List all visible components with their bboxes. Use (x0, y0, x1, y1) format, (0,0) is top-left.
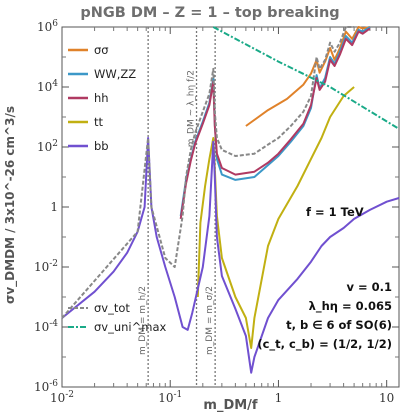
legend-label: WW,ZZ (94, 67, 136, 81)
annotations: f = 1 TeV v = 0.1 λ_hη = 0.065 t, b ∈ 6 of … (257, 205, 392, 352)
x-tick-label: 10-2 (50, 390, 74, 405)
y-axis-label: σv_DMDM / 3x10^-26 cm^3/s (3, 106, 18, 304)
f-annotation: f = 1 TeV (306, 205, 364, 219)
y-tick-label: 10-6 (34, 379, 58, 394)
y-tick-label: 10-4 (34, 319, 58, 334)
param-annotation: (c_t, c_b) = (1/2, 1/2) (257, 337, 392, 352)
series-line (179, 27, 371, 220)
legend: σσ WW,ZZ hh tt bb (68, 43, 136, 153)
legend-label: σv_uni^max (94, 320, 167, 334)
series-line (179, 26, 371, 217)
legend-bottom: σv_tot σv_uni^max (68, 301, 167, 334)
y-tick-label: 1 (50, 200, 58, 214)
y-tick-label: 106 (37, 19, 58, 34)
x-axis-label: m_DM/f (203, 398, 258, 413)
param-annotation: t, b ∈ 6 of SO(6) (286, 318, 392, 332)
y-tick-label: 10-2 (34, 259, 58, 274)
legend-label: bb (94, 139, 109, 153)
axis-ticks: 10-2 10-1 1 10 10-6 10-4 10-2 1 102 104 106 (34, 19, 399, 405)
param-annotation: v = 0.1 (346, 280, 392, 294)
series-line (61, 137, 400, 374)
series-line (212, 26, 400, 130)
legend-label: σv_tot (94, 301, 130, 315)
y-tick-label: 102 (37, 139, 58, 154)
vertical-line-label: m_DM = m_h/2 (138, 286, 148, 355)
series-line (196, 86, 355, 349)
x-tick-label: 1 (275, 391, 283, 405)
x-tick-label: 10-1 (158, 390, 182, 405)
param-annotation: λ_hη = 0.065 (309, 299, 392, 314)
vertical-line-label: m_DM ~ λ_hη f/2 (187, 70, 197, 147)
vertical-line-label: m_DM = m_σ/2 (205, 286, 215, 355)
series-line (61, 26, 355, 319)
data-curves (61, 26, 400, 374)
legend-label: tt (94, 115, 104, 129)
chart-title: pNGB DM – Z = 1 – top breaking (80, 5, 339, 21)
x-tick-label: 10 (379, 391, 394, 405)
y-tick-label: 104 (37, 79, 58, 94)
legend-label: σσ (94, 43, 109, 57)
axis-labels: m_DM/f σv_DMDM / 3x10^-26 cm^3/s (3, 106, 258, 413)
legend-label: hh (94, 91, 109, 105)
